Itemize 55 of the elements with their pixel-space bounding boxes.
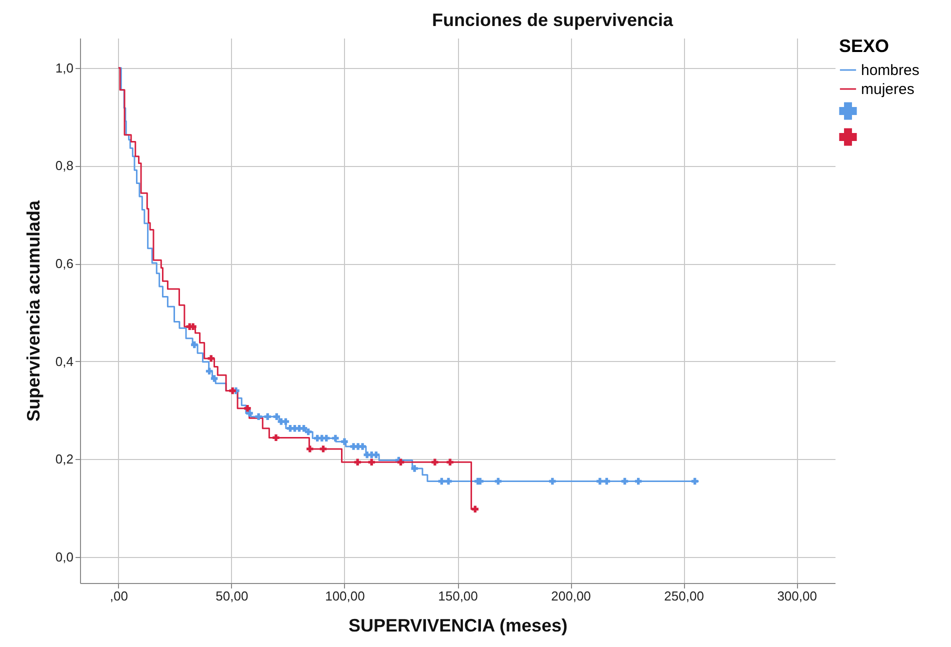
x-tick-label: 200,00 [551, 588, 591, 604]
point [634, 478, 642, 485]
x-tick-label: 250,00 [664, 588, 704, 604]
point [359, 443, 366, 450]
x-tick-label: 150,00 [438, 588, 478, 604]
point [354, 458, 361, 466]
point [206, 368, 213, 375]
point [411, 465, 418, 472]
y-tick-label: 0,8 [55, 158, 74, 174]
point [306, 446, 314, 452]
point [304, 428, 312, 436]
point [341, 438, 348, 445]
point [432, 458, 438, 466]
y-tick-label: 0,0 [55, 550, 74, 565]
x-tick-label: 50,00 [216, 588, 248, 604]
x-tick-label: 100,00 [325, 588, 365, 604]
point [272, 434, 280, 442]
y-axis-title: Supervivencia acumulada [23, 199, 44, 422]
legend-label: hombres [861, 62, 920, 79]
point [282, 418, 290, 425]
point [368, 458, 375, 466]
point [446, 458, 454, 466]
point [621, 478, 628, 485]
point [323, 434, 330, 442]
point [244, 404, 251, 412]
x-tick-label: ,00 [110, 588, 128, 604]
x-tick-label: 300,00 [777, 588, 817, 604]
point [603, 478, 610, 485]
point [208, 355, 214, 362]
point [320, 446, 327, 452]
point [438, 478, 446, 485]
point [494, 478, 502, 485]
legend-title: SEXO [839, 36, 890, 56]
point [264, 413, 271, 420]
point [691, 478, 698, 485]
point [229, 387, 236, 394]
point [549, 478, 556, 485]
chart-title: Funciones de supervivencia [432, 10, 674, 30]
point [445, 478, 452, 485]
y-tick-label: 1,0 [55, 60, 74, 76]
point [210, 375, 218, 382]
point [300, 425, 308, 432]
point [255, 413, 262, 420]
point [332, 434, 339, 442]
point [372, 451, 380, 458]
point [191, 341, 198, 348]
point [273, 413, 280, 420]
y-tick-label: 0,4 [55, 354, 74, 369]
point [596, 478, 604, 485]
x-axis-title: SUPERVIVENCIA (meses) [348, 616, 568, 636]
y-tick-label: 0,6 [55, 256, 74, 272]
point [246, 410, 253, 417]
point [472, 506, 478, 512]
y-tick-label: 0,2 [55, 452, 74, 467]
legend-label: mujeres [861, 81, 914, 98]
